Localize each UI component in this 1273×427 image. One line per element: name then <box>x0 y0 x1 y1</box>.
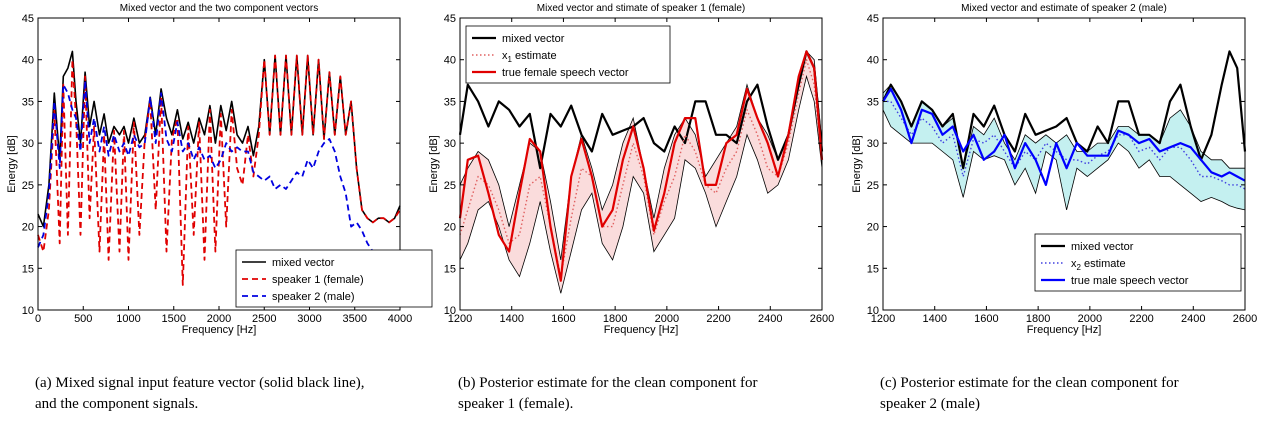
x-tick-label: 1800 <box>603 313 627 325</box>
y-tick-label: 25 <box>444 180 456 192</box>
series-line-3 <box>458 50 824 282</box>
legend-label: mixed vector <box>272 257 335 269</box>
series-line-2 <box>37 54 401 286</box>
legend-label: speaker 1 (female) <box>272 274 364 286</box>
figure: 0 500 1000 1500 2000 2500 3000 3500 4000 10 15 20 25… <box>6 3 1257 336</box>
legend-box <box>465 25 671 84</box>
x-axis-label: Frequency [Hz] <box>182 324 257 336</box>
x-tick-label: 2600 <box>810 313 834 325</box>
legend-label: mixed vector <box>502 33 565 45</box>
y-tick-label: 25 <box>867 180 879 192</box>
x-axis-label: Frequency [Hz] <box>1027 324 1102 336</box>
x-axis-label: Frequency [Hz] <box>604 324 679 336</box>
y-axis-label: Energy [dB] <box>428 135 440 192</box>
confidence-band <box>460 51 822 294</box>
x-tick-label: 3500 <box>343 313 367 325</box>
y-tick-label: 35 <box>867 96 879 108</box>
series-line-1 <box>882 50 1247 170</box>
x-tick-label: 500 <box>74 313 92 325</box>
legend-label: x2 estimate <box>1071 258 1126 272</box>
series-line-3 <box>37 79 401 303</box>
legend: mixed vector speaker 1 (female) speaker 2 … <box>235 249 433 308</box>
y-tick-label: 15 <box>444 263 456 275</box>
x-tick-label: 0 <box>35 313 41 325</box>
chart-panel-3: 1200 1400 1600 1800 2000 2200 2400 2600 10 15 20 25… <box>851 3 1257 336</box>
y-tick-label: 35 <box>444 96 456 108</box>
x-tick-label: 1600 <box>974 313 998 325</box>
y-axis-label: Energy [dB] <box>6 135 18 192</box>
chart-title: Mixed vector and stimate of speaker 1 (f… <box>537 3 745 14</box>
legend-label: true male speech vector <box>1071 275 1189 287</box>
legend-box <box>1034 233 1242 292</box>
legend: mixed vector x2 estimate true male speech … <box>1034 233 1242 292</box>
x-tick-label: 2200 <box>1129 313 1153 325</box>
y-tick-label: 35 <box>22 96 34 108</box>
y-tick-label: 10 <box>22 305 34 317</box>
legend-label: mixed vector <box>1071 241 1134 253</box>
y-tick-label: 20 <box>867 222 879 234</box>
chart-panel-1: 0 500 1000 1500 2000 2500 3000 3500 4000 10 15 20 25… <box>6 3 433 336</box>
series-line-1 <box>458 50 824 170</box>
y-tick-label: 15 <box>22 263 34 275</box>
y-tick-label: 10 <box>867 305 879 317</box>
confidence-band <box>883 84 1245 210</box>
legend: mixed vector x1 estimate true female speec… <box>465 25 671 84</box>
legend-box <box>235 249 433 308</box>
y-tick-label: 40 <box>22 55 34 67</box>
x-tick-label: 1800 <box>1026 313 1050 325</box>
x-tick-label: 3000 <box>297 313 321 325</box>
x-tick-label: 2600 <box>1233 313 1257 325</box>
x-tick-label: 1000 <box>116 313 140 325</box>
y-tick-label: 40 <box>444 55 456 67</box>
band-lower-edge <box>459 74 823 294</box>
y-tick-label: 30 <box>22 138 34 150</box>
x-tick-label: 2000 <box>207 313 231 325</box>
y-tick-label: 30 <box>444 138 456 150</box>
chart-title: Mixed vector and the two component vecto… <box>120 3 318 14</box>
x-tick-label: 4000 <box>388 313 412 325</box>
chart-panel-2: 1200 1400 1600 1800 2000 2200 2400 2600 10 15 20 25… <box>428 3 834 336</box>
caption-a: (a) Mixed signal input feature vector (s… <box>35 375 365 412</box>
caption-c: (c) Posterior estimate for the clean com… <box>880 375 1179 412</box>
x-tick-label: 1600 <box>551 313 575 325</box>
x-tick-label: 2200 <box>706 313 730 325</box>
legend-label: x1 estimate <box>502 50 557 64</box>
band-lower-edge <box>882 109 1246 211</box>
y-tick-label: 40 <box>867 55 879 67</box>
y-tick-label: 20 <box>444 222 456 234</box>
caption-b: (b) Posterior estimate for the clean com… <box>458 375 758 412</box>
series-line-3 <box>882 87 1246 186</box>
axes-frame <box>459 17 823 311</box>
x-tick-label: 2400 <box>758 313 782 325</box>
y-axis-label: Energy [dB] <box>851 135 863 192</box>
legend-label: true female speech vector <box>502 67 629 79</box>
x-tick-label: 1400 <box>922 313 946 325</box>
y-tick-label: 15 <box>867 263 879 275</box>
axes-frame <box>882 17 1246 311</box>
y-tick-label: 45 <box>444 13 456 25</box>
x-tick-label: 2000 <box>655 313 679 325</box>
y-tick-label: 20 <box>22 222 34 234</box>
x-tick-label: 2500 <box>252 313 276 325</box>
x-tick-label: 1500 <box>162 313 186 325</box>
chart-title: Mixed vector and estimate of speaker 2 (… <box>961 3 1167 14</box>
y-tick-label: 25 <box>22 180 34 192</box>
y-tick-label: 45 <box>867 13 879 25</box>
y-tick-label: 30 <box>867 138 879 150</box>
legend-label: speaker 2 (male) <box>272 291 355 303</box>
x-tick-label: 1200 <box>448 313 472 325</box>
x-tick-label: 1200 <box>871 313 895 325</box>
x-tick-label: 2400 <box>1181 313 1205 325</box>
y-tick-label: 10 <box>444 305 456 317</box>
x-tick-label: 2000 <box>1078 313 1102 325</box>
y-tick-label: 45 <box>22 13 34 25</box>
x-tick-label: 1400 <box>499 313 523 325</box>
